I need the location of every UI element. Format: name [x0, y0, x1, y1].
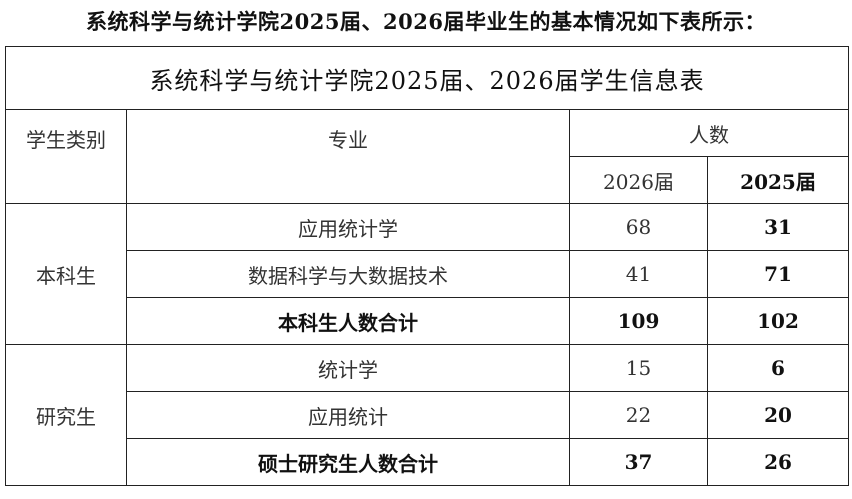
category-cell-graduate: 研究生 [5, 344, 127, 486]
subtotal-label: 本科生人数合计 [126, 297, 570, 345]
count-2025-cell: 71 [706, 250, 850, 298]
header-year-2026: 2026届 [569, 156, 708, 204]
table-row: 本科生 应用统计学 68 31 [5, 203, 850, 345]
major-cell: 数据科学与大数据技术 [126, 250, 570, 298]
count-2026-cell: 22 [569, 391, 708, 439]
count-2025-cell: 6 [706, 344, 850, 392]
header-year-2025: 2025届 [706, 156, 850, 204]
subtotal-row: 硕士研究生人数合计 37 26 [6, 438, 850, 486]
header-category: 学生类别 [5, 109, 127, 204]
header-count: 人数 [568, 109, 850, 157]
table-row: 应用统计 22 20 [6, 391, 850, 439]
count-2025-cell: 31 [706, 203, 850, 251]
subtotal-2025: 26 [706, 438, 850, 486]
intro-text: 系统科学与统计学院2025届、2026届毕业生的基本情况如下表所示： [86, 9, 766, 34]
major-cell: 应用统计学 [126, 203, 570, 251]
subtotal-2025: 102 [706, 297, 850, 345]
header-major: 专业 [126, 109, 570, 204]
table-row: 研究生 统计学 15 6 [5, 344, 850, 486]
subtotal-label: 硕士研究生人数合计 [126, 438, 570, 486]
category-cell-undergrad: 本科生 [5, 203, 127, 345]
subtotal-2026: 37 [569, 438, 708, 486]
subtotal-row: 本科生人数合计 109 102 [6, 297, 850, 345]
subtotal-2026: 109 [569, 297, 708, 345]
table-title: 系统科学与统计学院2025届、2026届学生信息表 [4, 46, 850, 110]
count-2026-cell: 15 [569, 344, 708, 392]
student-info-table: 系统科学与统计学院2025届、2026届学生信息表 学生类别 专业 人数 202… [4, 46, 850, 486]
count-2026-cell: 41 [569, 250, 708, 298]
table-row: 数据科学与大数据技术 41 71 [6, 250, 850, 298]
major-cell: 统计学 [126, 344, 570, 392]
major-cell: 应用统计 [126, 391, 570, 439]
count-2025-cell: 20 [706, 391, 850, 439]
count-2026-cell: 68 [569, 203, 708, 251]
